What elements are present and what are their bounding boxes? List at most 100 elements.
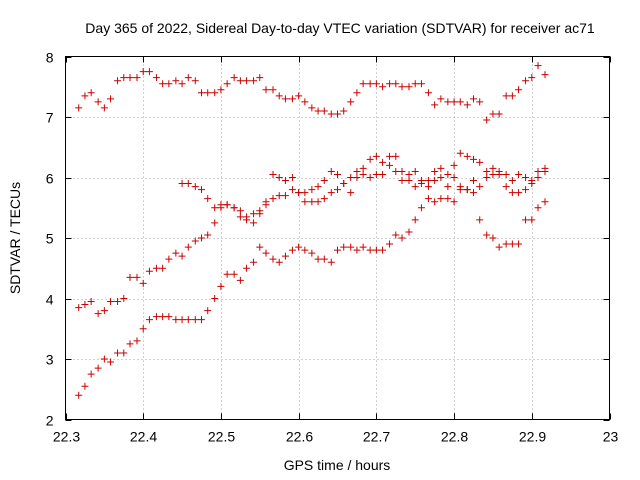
grid-lines [65,56,610,420]
data-point [372,170,380,178]
data-point [444,98,452,106]
data-point [386,80,394,88]
data-point [495,243,503,251]
data-point [178,316,186,324]
data-point [314,183,322,191]
data-point [295,92,303,100]
data-point [308,249,316,257]
data-point [139,279,147,287]
data-point [489,234,497,242]
data-point [308,198,316,206]
data-point [94,98,102,106]
data-point [489,110,497,118]
data-point [178,80,186,88]
data-point [262,249,270,257]
data-point [320,107,328,115]
data-point [534,62,542,70]
data-point [431,167,439,175]
data-point [437,164,445,172]
data-point [528,216,536,224]
data-point [288,95,296,103]
data-point [502,92,510,100]
data-point [139,325,147,333]
data-point [456,98,464,106]
data-point [528,180,536,188]
data-point [424,183,432,191]
y-tick-label: 6 [46,171,54,187]
y-tick-label: 5 [46,231,54,247]
data-point [204,89,212,97]
x-tick-label: 22.5 [208,429,235,445]
data-point [392,167,400,175]
data-point [424,195,432,203]
data-point [502,240,510,248]
data-point [502,170,510,178]
data-point [398,167,406,175]
data-point [437,195,445,203]
data-point [508,177,516,185]
data-point [308,104,316,112]
data-point [308,186,316,194]
data-point [204,307,212,315]
data-point [152,313,160,321]
data-point [534,204,542,212]
data-point [81,301,89,309]
data-point [534,174,542,181]
data-point [444,195,452,203]
data-point [145,316,153,324]
data-point [522,186,530,194]
data-point [522,174,530,181]
data-point [405,177,413,185]
data-point [301,189,309,197]
data-point [269,195,277,203]
data-point [100,104,108,112]
data-point [483,174,491,181]
data-point [223,80,231,88]
data-point [191,183,199,191]
data-point [398,234,406,242]
data-point [515,189,523,197]
data-point [75,304,83,312]
data-point [489,170,497,178]
data-point [431,198,439,206]
data-point [223,270,231,278]
y-tick-label: 4 [46,292,54,308]
data-point [269,170,277,178]
data-point [281,177,289,185]
axis-ticks [65,56,611,421]
data-point [217,282,225,290]
x-tick-label: 22.6 [286,429,313,445]
data-point [450,198,458,206]
data-point [256,243,264,251]
data-point [470,155,477,163]
data-point [191,316,199,324]
data-point [392,152,400,160]
data-point [417,177,425,185]
data-point [184,316,192,324]
data-point [120,74,128,82]
data-point [476,216,484,224]
y-tick-labels: 2 3 4 5 6 7 8 [46,50,54,429]
x-tick-label: 22.8 [441,429,468,445]
data-point [191,237,199,245]
data-point [198,234,205,242]
data-point [262,198,270,206]
data-point [114,298,122,306]
data-point [398,83,406,91]
series-satellite-A [75,62,549,124]
data-point [191,77,199,85]
data-point [133,74,141,82]
data-point [94,310,102,318]
data-point [366,174,374,181]
data-point [417,80,425,88]
data-point [250,77,258,85]
data-point [250,219,258,227]
data-point [366,80,374,88]
data-point [126,340,134,348]
data-point [281,252,289,260]
data-point [327,110,335,118]
data-point [522,216,530,224]
data-point [353,174,361,181]
data-point [87,370,95,378]
data-point [424,89,432,97]
